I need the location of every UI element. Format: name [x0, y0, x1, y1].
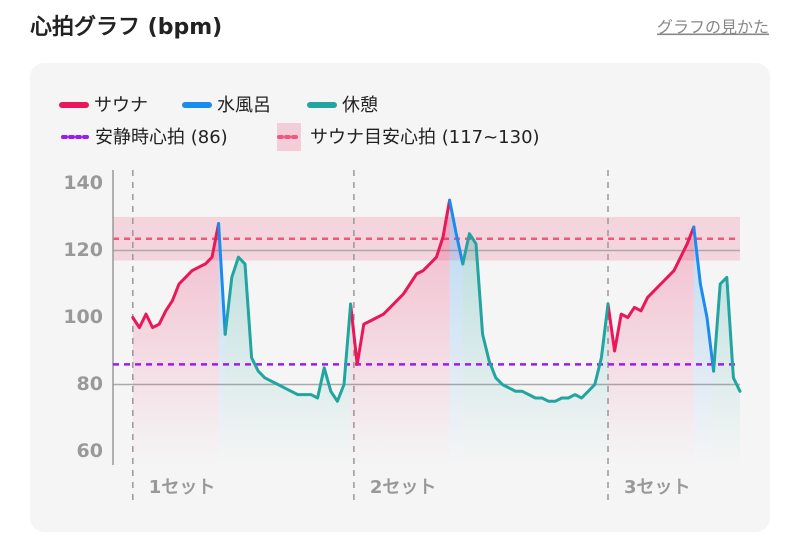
legend-label: 水風呂	[217, 95, 271, 116]
series-line	[223, 232, 742, 403]
title: 心拍グラフ (bpm)	[30, 14, 222, 40]
legend-label: サウナ	[94, 95, 148, 116]
y-tick-label: 60	[77, 440, 103, 462]
set-label: 1セット	[149, 477, 216, 498]
y-tick-label: 140	[63, 172, 103, 194]
set-label: 3セット	[624, 477, 691, 498]
y-tick-label: 80	[77, 373, 103, 395]
y-tick-label: 120	[63, 239, 103, 261]
series-line	[217, 198, 716, 373]
help-link[interactable]: グラフの見かた	[657, 18, 769, 37]
legend-label: 安静時心拍 (86)	[95, 127, 228, 148]
set-label: 2セット	[370, 477, 437, 498]
legend-label: サウナ目安心拍 (117~130)	[310, 127, 540, 148]
series-area	[132, 200, 694, 465]
series-line	[131, 198, 696, 366]
y-tick-label: 100	[63, 306, 103, 328]
legend-label: 休憩	[342, 95, 378, 116]
series-area	[225, 233, 740, 465]
